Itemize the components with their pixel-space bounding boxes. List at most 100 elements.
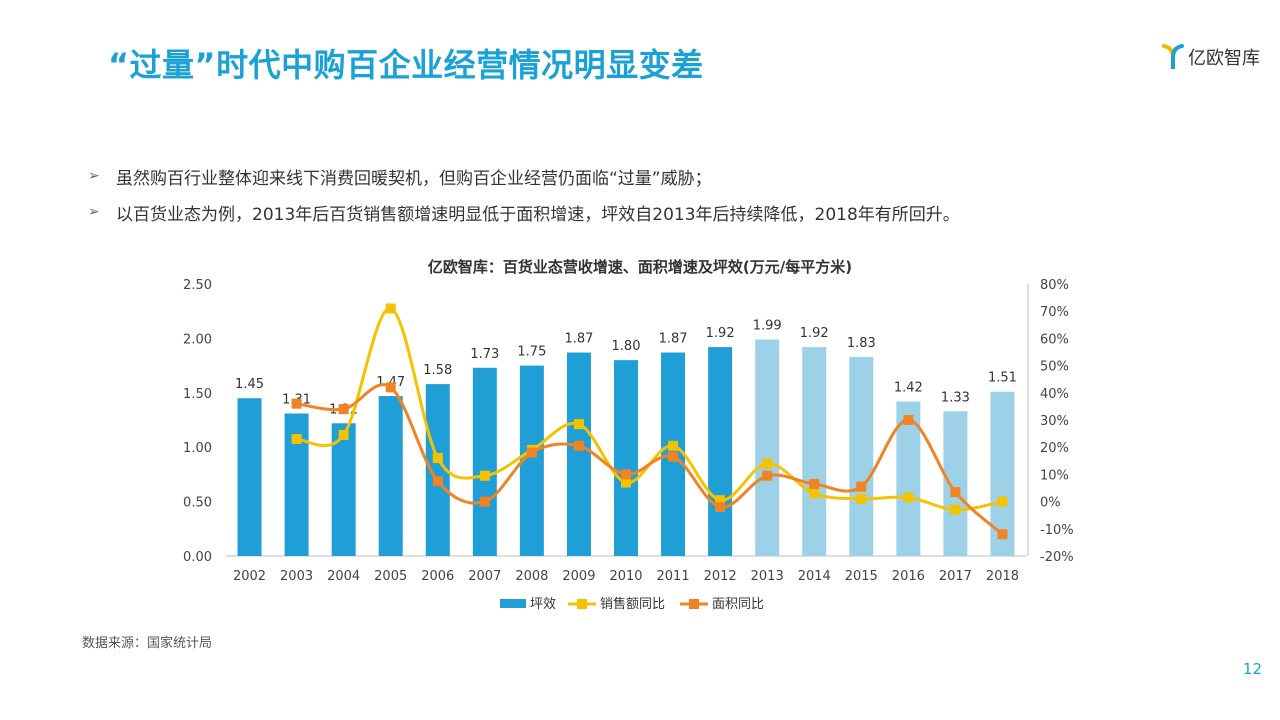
sales-growth-point [621,477,631,488]
x-axis-tick-label: 2011 [657,569,690,584]
area-growth-line [296,383,1004,536]
area-growth-point [668,451,679,462]
x-axis-tick-label: 2003 [280,569,313,584]
area-growth-point [809,478,820,489]
x-axis-tick-label: 2006 [421,569,454,584]
right-axis-tick-label: 30% [1040,414,1069,429]
bullet-list: ➢ 虽然购百行业整体迎来线下消费回暖契机，但购百企业经营仍面临“过量”威胁； ➢… [88,158,960,230]
area-growth-point [621,469,631,480]
bar [237,398,262,556]
bar [472,367,497,556]
bullet-item: ➢ 以百货业态为例，2013年后百货销售额增速明显低于面积增速，坪效自2013年… [88,194,960,230]
left-axis-tick-label: 2.00 [183,332,212,347]
bar-value-label: 1.51 [988,371,1017,386]
bullet-text: 虽然购百行业整体迎来线下消费回暖契机，但购百企业经营仍面临“过量”威胁； [116,168,712,189]
area-growth-point [950,487,961,498]
sales-growth-point [950,504,961,515]
bar [802,347,827,556]
bar [708,347,733,556]
x-axis-tick-label: 2012 [704,569,737,584]
data-source: 数据来源：国家统计局 [82,636,213,651]
legend-area-marker [689,599,699,609]
bar [614,360,638,556]
sales-growth-point [856,493,867,504]
bar-value-label: 1.33 [941,390,970,405]
right-axis-tick-label: 70% [1040,305,1069,320]
area-growth-point [997,529,1008,540]
sales-growth-point [291,434,302,445]
area-growth-point [762,470,773,481]
x-axis-tick-label: 2017 [939,569,972,584]
right-axis-tick-label: 50% [1040,360,1069,375]
area-growth-point [432,476,443,487]
logo-text: 亿欧智库 [1188,48,1260,69]
area-growth-point [856,481,867,492]
bar-value-label: 1.75 [517,345,546,360]
left-axis-tick-label: 0.00 [183,550,212,565]
x-axis-tick-label: 2015 [845,569,878,584]
bar-value-label: 1.87 [564,332,593,347]
sales-growth-point [809,488,820,499]
legend-sales-marker [577,599,587,609]
area-growth-point [526,447,537,458]
x-axis-tick-label: 2004 [327,569,360,584]
x-axis-tick-label: 2008 [515,569,548,584]
x-axis-tick-label: 2016 [892,569,925,584]
right-axis-tick-label: 20% [1040,441,1069,456]
sales-growth-point [715,495,726,506]
bar [849,356,874,556]
legend-bar-swatch [500,599,526,608]
legend-bar-label: 坪效 [530,597,556,612]
right-axis-tick-label: 0% [1040,496,1061,511]
logo: 亿欧智库 [1162,44,1260,70]
area-growth-point [573,440,584,451]
arrow-bullet-icon: ➢ [88,168,100,184]
area-growth-point [291,398,302,409]
bar [755,339,780,556]
area-growth-point [479,496,490,507]
sales-growth-point [762,458,773,469]
bar-value-label: 1.80 [612,339,641,354]
bar-value-label: 1.58 [423,363,452,378]
page-number: 12 [1242,660,1262,678]
left-axis-tick-label: 2.50 [183,278,212,293]
logo-icon [1162,44,1184,69]
x-axis-tick-label: 2018 [986,569,1019,584]
sales-growth-point [338,429,349,440]
right-axis-tick-label: 10% [1040,468,1069,483]
bar-value-label: 1.73 [470,347,499,362]
bullet-text: 以百货业态为例，2013年后百货销售额增速明显低于面积增速，坪效自2013年后持… [116,204,960,225]
bar-value-label: 1.87 [659,332,688,347]
x-axis-tick-label: 2005 [374,569,407,584]
x-axis-tick-label: 2002 [233,569,266,584]
sales-growth-point [997,496,1008,507]
area-growth-point [385,382,396,393]
right-axis-tick-label: 80% [1040,278,1069,293]
bar [331,423,356,556]
bar [378,396,403,556]
x-axis-tick-label: 2014 [798,569,831,584]
area-growth-point [338,404,349,415]
legend-area-label: 面积同比 [712,597,764,612]
bar-value-label: 1.45 [235,377,264,392]
bar-value-label: 1.99 [753,318,782,333]
legend-sales-label: 销售额同比 [600,596,665,612]
sales-growth-point [432,453,443,464]
bullet-item: ➢ 虽然购百行业整体迎来线下消费回暖契机，但购百企业经营仍面临“过量”威胁； [88,158,960,194]
arrow-bullet-icon: ➢ [88,204,100,220]
sales-growth-point [903,492,914,503]
x-axis-tick-label: 2009 [562,569,595,584]
x-axis-tick-label: 2007 [468,569,501,584]
bar-value-label: 1.92 [706,326,735,341]
bar [896,401,921,556]
sales-growth-point [479,470,490,481]
sales-growth-point [573,419,584,430]
page-title: “过量”时代中购百企业经营情况明显变差 [108,46,704,84]
chart-title: 亿欧智库：百货业态营收增速、面积增速及坪效(万元/每平方米) [427,258,853,276]
x-axis-tick-label: 2013 [751,569,784,584]
sales-growth-point [385,303,396,314]
left-axis-tick-label: 0.50 [183,496,212,511]
right-axis-tick-label: -10% [1040,523,1074,538]
bar-value-label: 1.42 [894,381,923,396]
